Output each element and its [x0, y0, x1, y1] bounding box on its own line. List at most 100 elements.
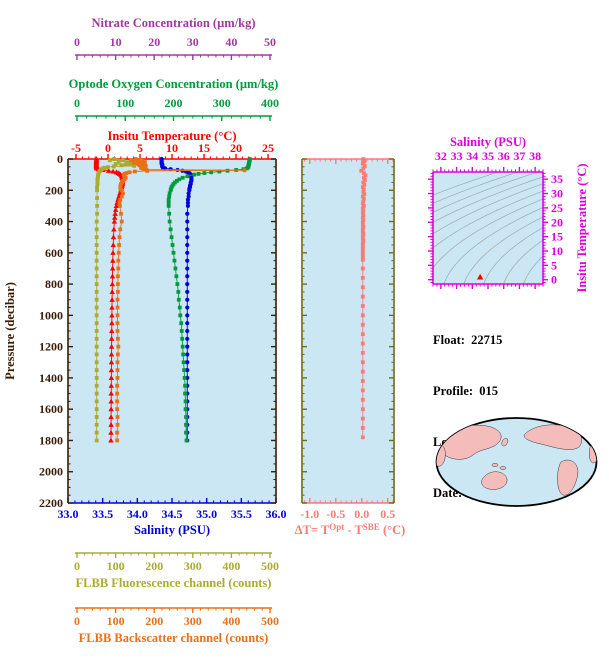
- axis-backscatter: 0 100 200 300 400 500 FLBB Backscatter channel…: [74, 607, 279, 645]
- axis-title: Insitu Temperature (°C): [107, 129, 236, 143]
- axis-title: FLBB Fluorescence channel (counts): [76, 576, 272, 590]
- tick-label: 35: [551, 172, 563, 186]
- tick-label: 35.0: [196, 507, 217, 521]
- series-fluorescence: [94, 157, 141, 443]
- tick-label: 32: [435, 149, 447, 163]
- tick-label: 36: [498, 149, 510, 163]
- tick-label: 35.5: [231, 507, 252, 521]
- tick-label: 33.0: [58, 507, 79, 521]
- map-land-indonesia: [491, 463, 499, 467]
- isopycnal-contour: [433, 172, 538, 213]
- delta-t-axis-bottom: -1.0 -0.5 0.0 0.5: [300, 498, 395, 521]
- tick-label: 0: [551, 273, 557, 287]
- axis-nitrate: 0 10 20 30 40 50 Nitrate Concentration (µm/kg): [74, 16, 276, 60]
- tick-label: 400: [222, 559, 240, 573]
- tick-label: 15: [198, 141, 210, 155]
- tick-label: 10: [166, 141, 178, 155]
- axis-salinity: 33.0 33.5 34.0 34.5 35.0 35.5 36.0 Salinity (PS…: [58, 498, 287, 537]
- tick-label: 200: [145, 614, 163, 628]
- tick-label: 400: [222, 614, 240, 628]
- axis-oxygen: 0 100 200 300 400 Optode Oxygen Concentration…: [69, 77, 279, 121]
- axis-title: FLBB Backscatter channel (counts): [79, 631, 269, 645]
- isopycnal-contour: [503, 239, 543, 284]
- tick-label: 2200: [39, 496, 63, 510]
- tick-label: 40: [225, 35, 237, 49]
- tick-label: 30: [187, 35, 199, 49]
- ts-contours: [433, 172, 543, 284]
- isopycnal-contour: [443, 207, 543, 284]
- isopycnal-contour: [483, 227, 543, 284]
- isopycnal-contour: [463, 216, 543, 284]
- tick-label: 500: [261, 559, 279, 573]
- axis-pressure: 0 200 400 600 800 1000 1200 1400 1600 1800 2000 220…: [3, 152, 277, 510]
- tick-label: 1000: [39, 308, 63, 322]
- tick-label: 25: [551, 201, 563, 215]
- float-info-line-float: Float: 22715: [433, 333, 503, 347]
- isopycnal-contour: [433, 190, 543, 249]
- tick-label: 0: [74, 96, 80, 110]
- ts-data-point: [476, 273, 484, 280]
- isopycnal-contour: [433, 176, 543, 223]
- world-map-canvas: [435, 417, 598, 507]
- tick-label: 500: [261, 614, 279, 628]
- tick-label: 200: [165, 96, 183, 110]
- tick-label: 10: [110, 35, 122, 49]
- tick-label: 33: [451, 149, 463, 163]
- axis-fluorescence: 0 100 200 300 400 500 FLBB Fluorescence channe…: [74, 552, 279, 590]
- map-land-newguinea: [499, 466, 507, 470]
- isopycnal-contour: [523, 255, 543, 284]
- map-land-north-america: [523, 424, 582, 450]
- tick-label: 1200: [39, 340, 63, 354]
- map-land-australia: [481, 471, 508, 490]
- tick-label: -1.0: [300, 507, 319, 521]
- axis-title: Salinity (PSU): [450, 135, 526, 149]
- map-land-south-america: [557, 459, 579, 496]
- tick-label: 200: [45, 183, 63, 197]
- tick-label: 50: [264, 35, 276, 49]
- isopycnal-contour: [433, 172, 519, 204]
- tick-label: 300: [213, 96, 231, 110]
- tick-label: 35: [482, 149, 494, 163]
- tick-label: 1600: [39, 402, 63, 416]
- tick-label: 0: [74, 35, 80, 49]
- series-oxygen: [166, 157, 252, 443]
- tick-label: 36.0: [266, 507, 287, 521]
- tick-label: 200: [145, 559, 163, 573]
- series-backscatter: [115, 157, 247, 443]
- axis-title: Optode Oxygen Concentration (µm/kg): [69, 77, 279, 91]
- axis-title: Insitu Temperature (°C): [575, 163, 589, 292]
- tick-label: 2000: [39, 465, 63, 479]
- series-delta-t: [359, 157, 368, 440]
- tick-label: -0.5: [326, 507, 345, 521]
- tick-label: 30: [551, 187, 563, 201]
- tick-label: 0: [74, 559, 80, 573]
- world-map: [433, 414, 600, 511]
- float-info-line-profile: Profile: 015: [433, 384, 499, 398]
- tick-label: 34.5: [162, 507, 183, 521]
- axis-title: Nitrate Concentration (µm/kg): [91, 16, 255, 30]
- axis-temperature: -5 0 5 10 15 20 25 Insitu Temperature (°C): [68, 129, 276, 160]
- tick-label: 34.0: [127, 507, 148, 521]
- tick-label: 5: [551, 258, 557, 272]
- tick-label: 33.5: [92, 507, 113, 521]
- axis-title: ΔT= TOpt - TSBE (°C): [295, 522, 406, 537]
- tick-label: 38: [529, 149, 541, 163]
- tick-label: 20: [551, 215, 563, 229]
- tick-label: 20: [230, 141, 242, 155]
- tick-label: 600: [45, 246, 63, 260]
- tick-label: 100: [107, 559, 125, 573]
- tick-label: 100: [116, 96, 134, 110]
- map-land-greenland: [578, 422, 588, 432]
- tick-label: 0.0: [354, 507, 369, 521]
- map-land-japan: [501, 438, 509, 447]
- tick-label: 100: [107, 614, 125, 628]
- delta-t-plot: -1.0 -0.5 0.0 0.5ΔT= TOpt - TSBE (°C): [295, 157, 406, 537]
- isopycnal-contour: [433, 183, 543, 235]
- tick-label: 800: [45, 277, 63, 291]
- tick-label: 0.5: [380, 507, 395, 521]
